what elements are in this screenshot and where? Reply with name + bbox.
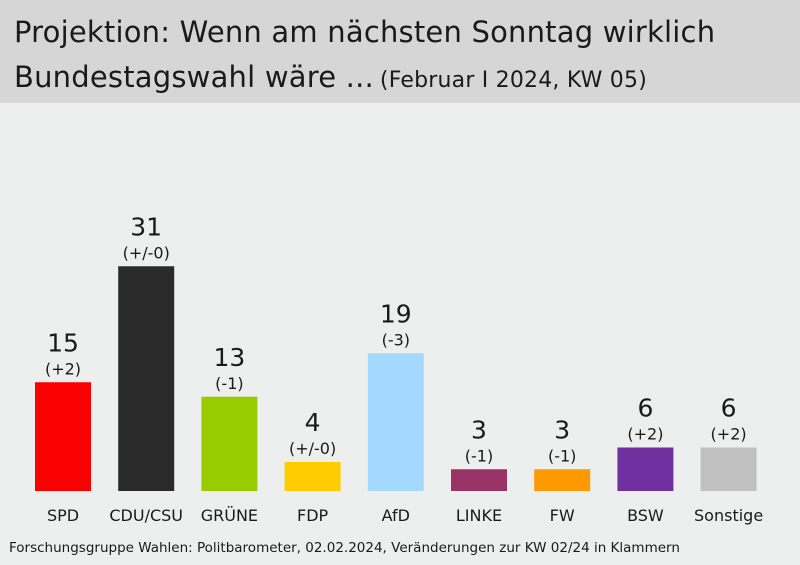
category-label-4: AfD: [382, 506, 410, 525]
change-label-5: (-1): [465, 446, 493, 465]
bar-8: [700, 447, 757, 491]
bar-6: [534, 469, 591, 491]
change-label-7: (+2): [627, 425, 663, 444]
change-label-1: (+/-0): [123, 243, 170, 262]
category-label-5: LINKE: [456, 506, 502, 525]
change-label-6: (-1): [548, 446, 576, 465]
value-label-3: 4: [305, 408, 321, 437]
bar-0: [35, 382, 91, 491]
bar-5: [451, 469, 507, 491]
change-label-4: (-3): [382, 330, 410, 349]
source-note: Forschungsgruppe Wahlen: Politbarometer,…: [9, 540, 680, 556]
chart-title-line-2-text: Bundestagswahl wäre ...: [14, 60, 374, 94]
bar-2: [201, 396, 258, 491]
value-label-1: 31: [130, 212, 162, 241]
category-label-3: FDP: [297, 506, 329, 525]
bar-7: [617, 447, 674, 491]
chart-header: Projektion: Wenn am nächsten Sonntag wir…: [0, 0, 800, 103]
value-label-2: 13: [213, 343, 245, 372]
chart-subtitle: (Februar I 2024, KW 05): [379, 68, 647, 93]
bar-4: [367, 353, 424, 491]
chart-title-line-1: Projektion: Wenn am nächsten Sonntag wir…: [14, 15, 716, 49]
category-label-0: SPD: [47, 506, 79, 525]
bar-3: [284, 462, 341, 491]
category-label-6: FW: [550, 506, 575, 525]
category-label-2: GRÜNE: [201, 506, 258, 525]
change-label-8: (+2): [711, 425, 747, 444]
bar-chart: 15 (+2) SPD 31 (+/-0) CDU/CSU 13 (-1) GRÜNE 4 (+/-…: [35, 212, 763, 525]
value-label-7: 6: [637, 394, 653, 423]
value-label-4: 19: [380, 299, 412, 328]
category-label-7: BSW: [627, 506, 664, 525]
bar-1: [118, 266, 175, 491]
value-label-5: 3: [471, 415, 487, 444]
change-label-0: (+2): [45, 359, 81, 378]
value-label-0: 15: [47, 328, 79, 357]
category-label-1: CDU/CSU: [109, 506, 183, 525]
value-label-6: 3: [554, 415, 570, 444]
value-label-8: 6: [721, 394, 737, 423]
category-label-8: Sonstige: [694, 506, 763, 525]
change-label-3: (+/-0): [289, 439, 336, 458]
chart-title-line-2: Bundestagswahl wäre ... (Februar I 2024, …: [14, 60, 647, 94]
change-label-2: (-1): [215, 374, 243, 393]
